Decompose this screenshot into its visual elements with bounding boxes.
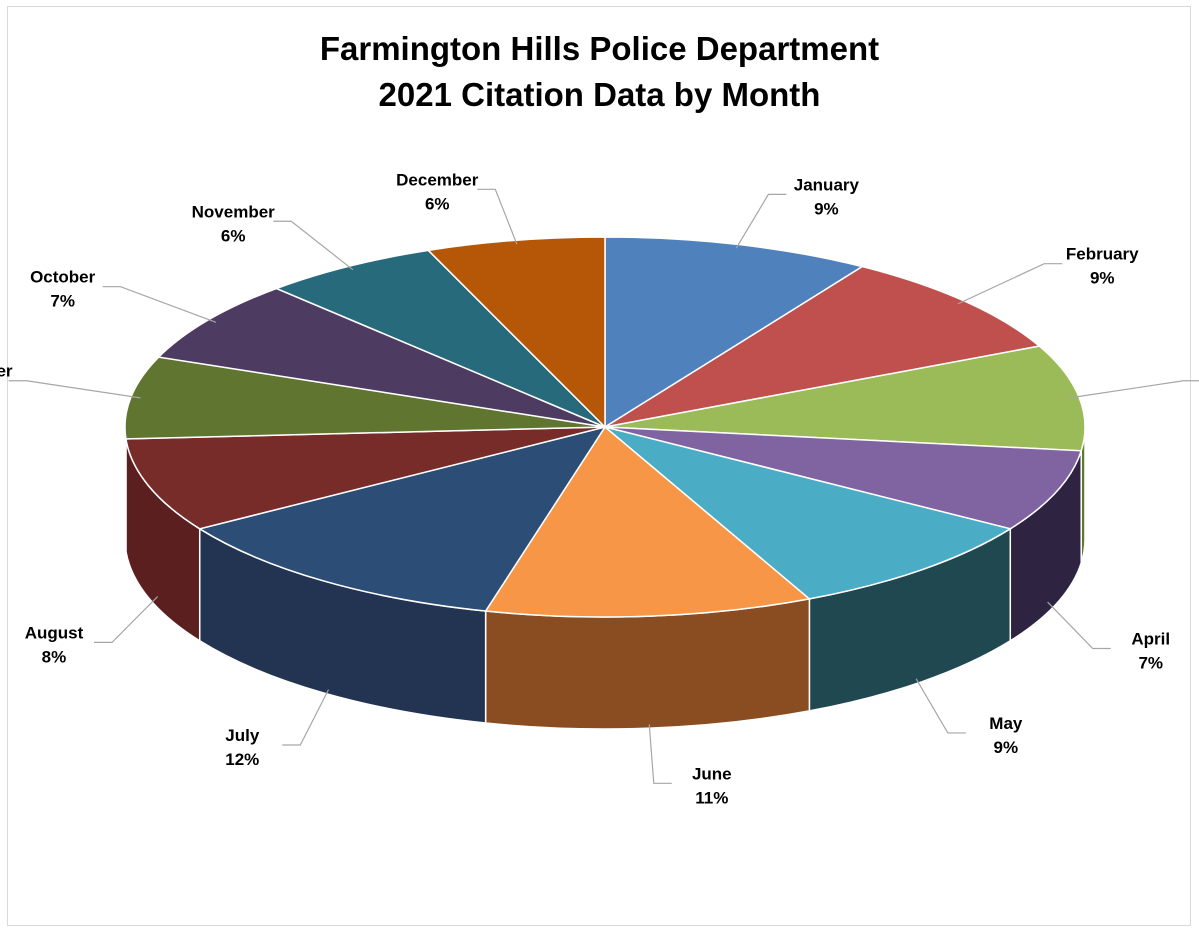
category-label-may: May <box>989 714 1023 733</box>
pie-slice-may <box>604 426 1013 600</box>
leader-line-june <box>648 724 672 784</box>
value-label-october: 7% <box>50 292 75 311</box>
leader-line-november <box>273 220 354 271</box>
pie-slice-october <box>157 287 606 428</box>
pie-slice-june <box>484 425 812 618</box>
leader-line-august <box>93 596 159 644</box>
category-label-september: September <box>0 362 13 381</box>
leader-line-may <box>915 678 966 734</box>
value-label-february: 9% <box>1090 269 1115 288</box>
leader-lines <box>8 188 1199 784</box>
leader-line-january <box>735 193 787 249</box>
pie-sides <box>124 426 1086 730</box>
category-label-april: April <box>1131 630 1170 649</box>
value-label-may: 9% <box>994 738 1019 757</box>
chart-title: Farmington Hills Police Department <box>319 30 880 67</box>
pie-slice-april <box>604 426 1083 530</box>
pie-slice-november <box>274 249 606 428</box>
leader-line-july <box>282 689 330 746</box>
value-label-august: 8% <box>42 647 67 666</box>
leader-line-october <box>102 286 217 323</box>
category-label-january: January <box>794 175 860 194</box>
category-label-july: July <box>225 726 260 745</box>
leader-line-september <box>8 380 141 399</box>
pie-slices <box>124 236 1086 618</box>
pie-slice-february <box>604 265 1042 428</box>
category-label-june: June <box>692 764 732 783</box>
value-label-november: 6% <box>221 226 246 245</box>
pie-slice-september <box>124 356 606 440</box>
category-label-november: November <box>192 202 276 221</box>
value-label-december: 6% <box>425 194 450 213</box>
value-label-january: 9% <box>814 199 839 218</box>
value-label-july: 12% <box>225 750 259 769</box>
category-label-october: October <box>30 268 96 287</box>
chart-subtitle: 2021 Citation Data by Month <box>378 76 821 113</box>
value-label-june: 11% <box>695 788 728 807</box>
leader-line-april <box>1047 601 1111 650</box>
category-label-december: December <box>396 170 479 189</box>
data-labels: January9%February9%March9%April7%May9%Ju… <box>0 170 1170 807</box>
value-label-april: 7% <box>1138 654 1163 673</box>
pie-side-september <box>124 426 127 552</box>
leader-line-december <box>477 188 518 245</box>
category-label-august: August <box>25 623 84 642</box>
pie-slice-august <box>125 426 606 530</box>
category-label-february: February <box>1066 245 1139 264</box>
pie-slice-july <box>197 425 607 612</box>
pie-side-june <box>484 598 811 730</box>
leader-line-march <box>1069 380 1199 399</box>
leader-line-february <box>957 263 1063 305</box>
pie-slice-march <box>604 345 1086 452</box>
